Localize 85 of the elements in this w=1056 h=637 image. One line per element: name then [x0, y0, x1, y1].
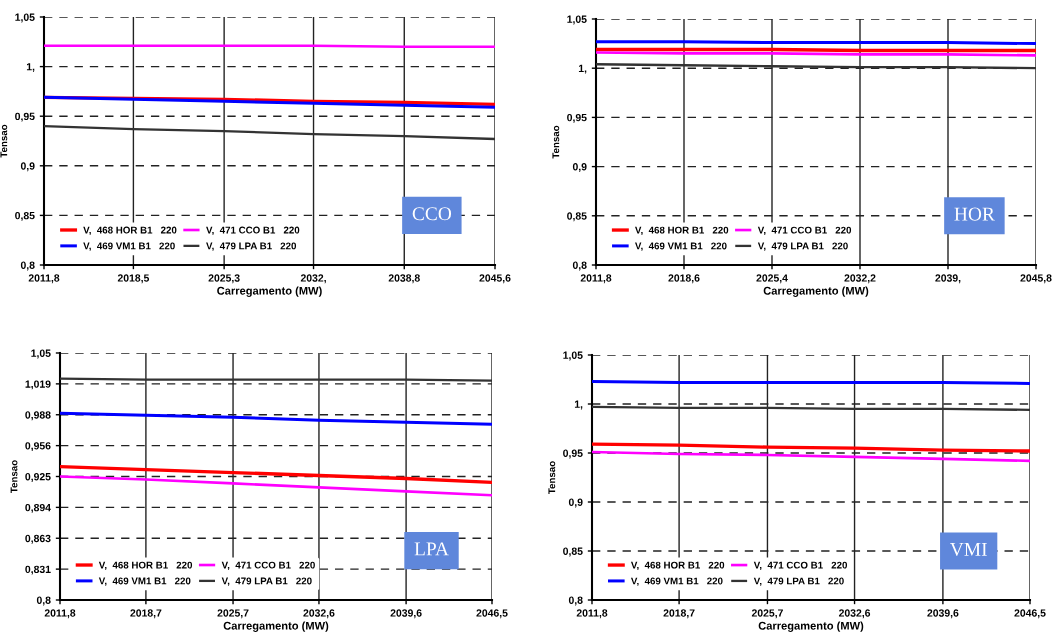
x-tick-label: 2039,6: [927, 609, 959, 619]
y-tick-label: 0,894: [25, 503, 51, 513]
y-tick-label: 0,831: [25, 565, 51, 575]
x-tick-label: 2011,8: [28, 274, 60, 284]
legend-label: V, 468 HOR B1 220: [635, 226, 729, 235]
x-tick-label: 2039,: [935, 274, 961, 284]
legend-label: V, 479 LPA B1 220: [206, 242, 297, 251]
y-axis-title: Tensao: [0, 124, 8, 158]
annotation: LPA: [414, 542, 449, 556]
x-tick-label: 2032,6: [303, 609, 335, 619]
x-tick-label: 2045,6: [479, 274, 511, 284]
line-series: [592, 442, 1030, 453]
legend-label: V, 471 CCO B1 220: [221, 561, 315, 570]
y-tick-label: 0,95: [15, 112, 35, 122]
y-tick-label: 1,05: [15, 13, 35, 23]
y-tick-label: 1,: [574, 400, 583, 410]
annotation: CCO: [412, 207, 452, 221]
annotation: VMI: [950, 542, 987, 556]
x-axis-title: Carregamento (MW): [758, 621, 864, 632]
y-tick-label: 0,9: [572, 163, 587, 172]
x-tick-label: 2032,6: [838, 609, 871, 619]
y-axis-title: Tensao: [548, 461, 556, 495]
legend-label: V, 468 HOR B1 220: [83, 226, 177, 235]
y-tick-label: 1,05: [567, 15, 587, 25]
y-tick-label: 1,: [26, 63, 35, 72]
y-tick-label: 1,: [578, 64, 587, 74]
legend-label: V, 479 LPA B1 220: [753, 577, 844, 586]
x-axis-title: Carregamento (MW): [223, 621, 329, 632]
legend-label: V, 468 HOR B1 220: [98, 561, 193, 570]
x-axis-title: Carregamento (MW): [763, 286, 869, 297]
y-tick-label: 0,988: [25, 411, 51, 421]
line-series: [60, 464, 492, 485]
x-tick-label: 2045,8: [1020, 274, 1052, 284]
line-series: [592, 450, 1030, 463]
x-axis-title: Carregamento (MW): [217, 286, 322, 297]
legend-label: V, 469 VM1 B1 220: [83, 242, 175, 251]
x-tick-label: 2025,7: [217, 609, 249, 619]
x-tick-label: 2025,3: [208, 274, 240, 284]
y-tick-label: 0,85: [15, 211, 35, 221]
y-tick-label: 0,9: [568, 498, 583, 508]
y-tick-label: 0,95: [567, 113, 587, 123]
y-tick-label: 0,956: [25, 442, 51, 452]
y-tick-label: 0,95: [563, 449, 583, 459]
x-tick-label: 2032,2: [844, 274, 876, 284]
x-tick-label: 2018,5: [117, 274, 150, 284]
legend-label: V, 471 CCO B1 220: [206, 226, 300, 235]
legend-label: V, 479 LPA B1 220: [757, 242, 848, 251]
y-tick-label: 0,85: [567, 212, 587, 222]
y-tick-label: 1,019: [25, 380, 51, 390]
x-tick-label: 2039,6: [390, 609, 422, 619]
x-tick-label: 2018,7: [130, 609, 162, 619]
legend-label: V, 468 HOR B1 220: [630, 561, 725, 570]
x-tick-label: 2032,: [300, 274, 326, 284]
x-tick-label: 2011,8: [580, 274, 612, 284]
x-tick-label: 2046,5: [1014, 609, 1046, 619]
x-tick-label: 2018,7: [663, 609, 695, 619]
x-tick-label: 2011,8: [44, 609, 76, 619]
y-tick-label: 0,8: [36, 596, 51, 606]
x-tick-label: 2011,8: [576, 609, 608, 619]
line-series: [44, 124, 495, 141]
line-series: [60, 411, 492, 426]
legend-label: V, 471 CCO B1 220: [757, 226, 852, 235]
y-tick-label: 0,8: [568, 596, 583, 606]
y-tick-label: 0,85: [563, 547, 583, 557]
legend-label: V, 469 VM1 B1 220: [635, 242, 727, 251]
legend-label: V, 471 CCO B1 220: [753, 561, 848, 570]
annotation: HOR: [954, 207, 995, 221]
x-tick-label: 2025,4: [756, 274, 788, 284]
y-tick-label: 0,8: [572, 261, 587, 271]
legend-label: V, 469 VM1 B1 220: [630, 577, 723, 586]
y-tick-label: 0,8: [20, 261, 35, 271]
y-tick-label: 0,863: [25, 534, 51, 544]
x-tick-label: 2046,5: [476, 609, 508, 619]
x-tick-label: 2038,8: [388, 274, 420, 284]
legend-label: V, 469 VM1 B1 220: [98, 577, 191, 586]
y-tick-label: 0,9: [20, 162, 35, 172]
x-tick-label: 2025,7: [751, 609, 783, 619]
x-tick-label: 2018,6: [668, 274, 700, 284]
y-axis-title: Tensao: [10, 460, 18, 494]
line-series: [60, 475, 492, 497]
y-axis-title: Tensao: [552, 125, 560, 159]
y-tick-label: 1,05: [31, 349, 51, 359]
legend-label: V, 479 LPA B1 220: [221, 577, 312, 586]
y-tick-label: 0,925: [25, 473, 51, 482]
y-tick-label: 1,05: [563, 351, 583, 361]
